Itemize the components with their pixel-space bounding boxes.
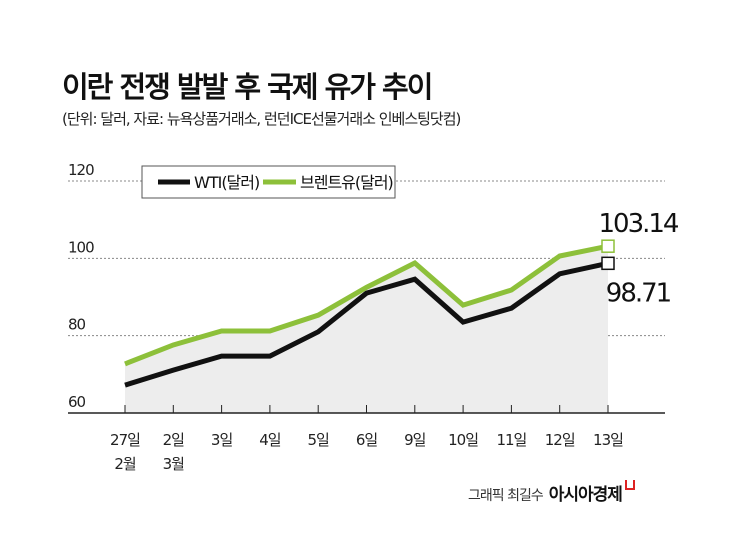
x-tick-label: 2월: [114, 455, 136, 473]
x-tick-label: 27일: [110, 431, 140, 449]
y-tick-label: 100: [68, 238, 94, 256]
x-tick-label: 3월: [163, 455, 185, 473]
x-tick-label: 12일: [545, 431, 575, 449]
x-tick-label: 4일: [259, 431, 281, 449]
x-tick-label: 5일: [308, 431, 330, 449]
legend-label-brent: 브렌트유(달러): [300, 173, 393, 192]
x-tick-label: 13일: [593, 431, 623, 449]
y-tick-label: 60: [68, 393, 86, 411]
chart-title: 이란 전쟁 발발 후 국제 유가 추이: [62, 70, 433, 104]
x-tick-label: 3일: [211, 431, 233, 449]
end-marker: [601, 256, 615, 271]
end-value-label: 103.14: [599, 209, 679, 239]
area-fill: [125, 246, 608, 413]
end-value-label: 98.71: [606, 278, 671, 308]
x-tick-label: 9일: [404, 431, 426, 449]
end-marker: [601, 239, 615, 253]
credit-text: 그래픽 최길수: [468, 488, 544, 504]
credit: 그래픽 최길수 아시아경제: [468, 480, 635, 505]
brand-logo: 아시아경제: [548, 485, 623, 505]
y-tick-label: 120: [68, 161, 94, 179]
x-tick-label: 2일: [163, 431, 185, 449]
x-tick-label: 11일: [496, 431, 526, 449]
legend-label-wti: WTI(달러): [194, 173, 259, 192]
x-tick-label: 10일: [448, 431, 478, 449]
brand-mark-icon: [624, 480, 635, 490]
y-tick-label: 80: [68, 316, 86, 334]
chart-subtitle: (단위: 달러, 자료: 뉴욕상품거래소, 런던ICE선물거래소 인베스팅닷컴): [62, 110, 461, 128]
x-tick-label: 6일: [356, 431, 378, 449]
